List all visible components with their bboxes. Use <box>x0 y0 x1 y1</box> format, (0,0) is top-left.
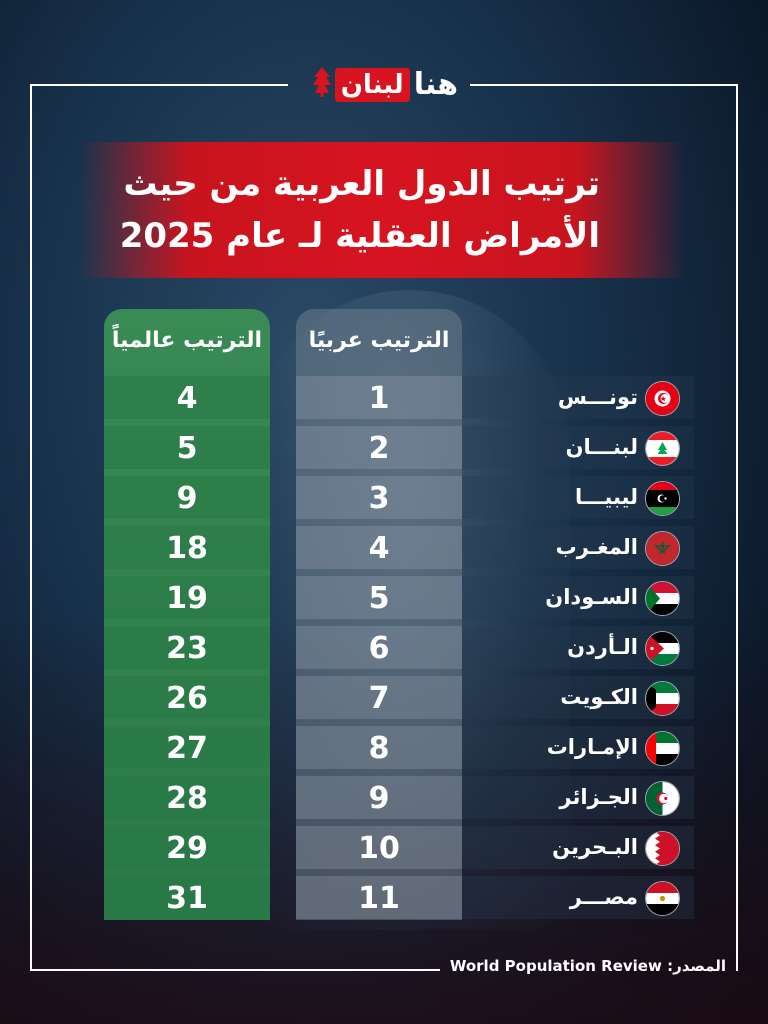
world-rank-value: 4 <box>176 381 198 416</box>
frame-line-top-right <box>470 84 738 86</box>
kuwait-flag-icon <box>645 681 680 716</box>
arab-rank-value: 3 <box>368 481 390 516</box>
country-name: ليبيـــا <box>574 485 638 509</box>
arab-rank-value: 7 <box>368 681 390 716</box>
world-rank-value: 9 <box>176 481 198 516</box>
arab-rank-column <box>296 309 462 920</box>
country-name: الكـويت <box>560 685 638 709</box>
country-name: الجـزائر <box>559 785 638 809</box>
title-line-2: الأمراض العقلية لـ عام 2025 <box>119 216 600 256</box>
frame-line-left <box>30 84 32 971</box>
world-rank-value: 29 <box>166 831 208 866</box>
arab-rank-value: 8 <box>368 731 390 766</box>
country-name: تونـــس <box>557 385 638 409</box>
logo-lebnan-text: لبنان <box>334 68 410 102</box>
arab-rank-value: 9 <box>368 781 390 816</box>
table-row: 29 10 البـحرين <box>104 826 694 869</box>
arab-rank-value: 10 <box>358 831 400 866</box>
frame-line-bottom <box>30 969 440 971</box>
libya-flag-icon <box>645 481 680 516</box>
site-logo: هنا لبنان <box>312 64 458 106</box>
egypt-flag-icon <box>645 881 680 916</box>
algeria-flag-icon <box>645 781 680 816</box>
world-rank-value: 19 <box>166 581 208 616</box>
world-rank-header: الترتيب عالمياً <box>111 328 263 353</box>
table-row: 9 3 ليبيـــا <box>104 476 694 519</box>
table-row: 31 11 مصـــر <box>104 876 694 919</box>
world-rank-value: 5 <box>176 431 198 466</box>
world-rank-value: 28 <box>166 781 208 816</box>
table-row: 27 8 الإمـارات <box>104 726 694 769</box>
lebanon-flag-icon <box>645 431 680 466</box>
arab-rank-value: 5 <box>368 581 390 616</box>
logo-hana-text: هنا <box>413 67 458 102</box>
arab-rank-value: 1 <box>368 381 390 416</box>
page-title: ترتيب الدول العربية من حيث الأمراض العقل… <box>80 158 600 262</box>
world-rank-value: 27 <box>166 731 208 766</box>
country-name: لبنـــان <box>565 435 638 459</box>
source-label: المصدر: <box>667 957 726 975</box>
table-row: 4 1 تونـــس <box>104 376 694 419</box>
title-banner <box>80 142 686 278</box>
arab-rank-value: 4 <box>368 531 390 566</box>
country-name: الـأردن <box>567 635 638 659</box>
arab-rank-value: 6 <box>368 631 390 666</box>
arab-rank-header: الترتيب عربيًا <box>308 328 450 353</box>
sudan-flag-icon <box>645 581 680 616</box>
arab-rank-value: 2 <box>368 431 390 466</box>
arab-rank-value: 11 <box>358 881 400 916</box>
country-name: البـحرين <box>552 835 638 859</box>
source-value: World Population Review <box>449 957 662 975</box>
table-row: 18 4 المغـرب <box>104 526 694 569</box>
source-credit: المصدر: World Population Review <box>448 957 726 975</box>
bahrain-flag-icon <box>645 831 680 866</box>
table-row: 23 6 الـأردن <box>104 626 694 669</box>
table-row: 26 7 الكـويت <box>104 676 694 719</box>
world-rank-value: 18 <box>166 531 208 566</box>
uae-flag-icon <box>645 731 680 766</box>
country-name: الإمـارات <box>546 735 638 759</box>
table-row: 5 2 لبنـــان <box>104 426 694 469</box>
table-row: 28 9 الجـزائر <box>104 776 694 819</box>
world-rank-value: 26 <box>166 681 208 716</box>
country-name: السـودان <box>545 585 638 609</box>
world-rank-value: 23 <box>166 631 208 666</box>
jordan-flag-icon <box>645 631 680 666</box>
tunisia-flag-icon <box>645 381 680 416</box>
table-row: 19 5 السـودان <box>104 576 694 619</box>
frame-line-right <box>736 84 738 971</box>
country-name: المغـرب <box>555 535 638 559</box>
frame-line-top-left <box>30 84 288 86</box>
world-rank-value: 31 <box>166 881 208 916</box>
cedar-icon <box>312 66 331 104</box>
country-name: مصـــر <box>569 885 638 909</box>
morocco-flag-icon <box>645 531 680 566</box>
title-line-1: ترتيب الدول العربية من حيث <box>123 164 600 204</box>
